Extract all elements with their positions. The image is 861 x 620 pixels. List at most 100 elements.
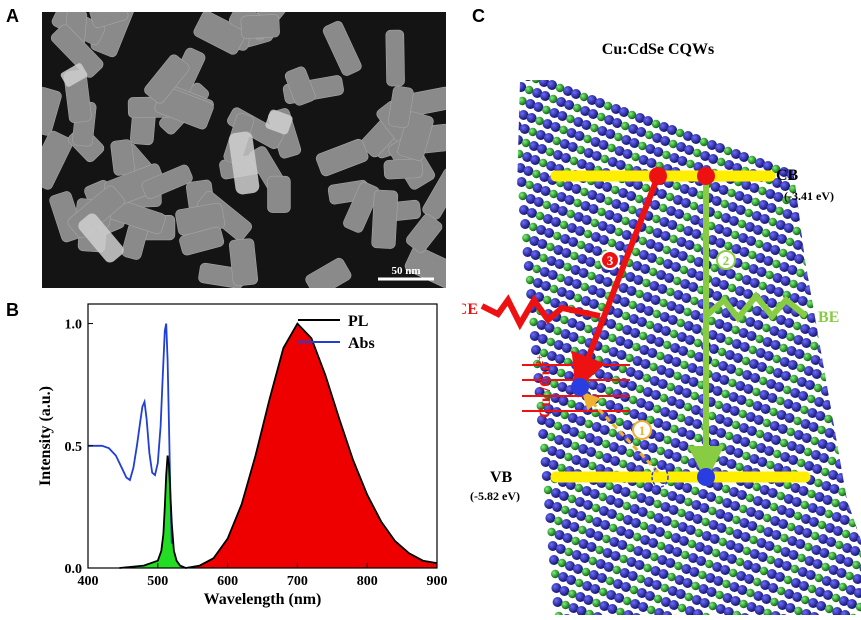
lattice-atom-cd — [538, 334, 548, 344]
lattice-atom-se — [742, 357, 750, 365]
lattice-atom-cd — [544, 228, 554, 238]
lattice-atom-cd — [661, 421, 671, 431]
lattice-atom-se — [639, 332, 647, 340]
lattice-atom-cd — [778, 424, 788, 434]
lattice-atom-se — [832, 594, 840, 602]
lattice-atom-cd — [552, 502, 562, 512]
lattice-atom-cd — [843, 462, 853, 472]
lattice-atom-cd — [784, 318, 794, 328]
lattice-atom-se — [568, 495, 576, 503]
lattice-atom-se — [546, 148, 554, 156]
lattice-atom-se — [599, 588, 607, 596]
lattice-atom-se — [629, 396, 637, 404]
lattice-atom-cd — [777, 234, 787, 244]
lattice-atom-se — [793, 227, 801, 235]
lattice-atom-se — [561, 506, 569, 514]
lattice-atom-se — [602, 535, 610, 543]
lattice-atom-se — [660, 489, 668, 497]
lattice-atom-cd — [740, 342, 750, 352]
lattice-atom-se — [616, 608, 624, 615]
lattice-atom-cd — [580, 553, 590, 563]
lattice-atom-cd — [760, 214, 770, 224]
lattice-atom-cd — [722, 227, 732, 237]
lattice-atom-se — [801, 596, 809, 604]
lattice-atom-cd — [645, 496, 655, 506]
lattice-atom-se — [717, 158, 725, 166]
lattice-atom-se — [557, 464, 565, 472]
lattice-atom-se — [722, 580, 730, 588]
lattice-atom-cd — [582, 215, 592, 225]
lattice-atom-cd — [508, 79, 518, 89]
lattice-atom-cd — [678, 346, 688, 356]
lattice-atom-se — [725, 432, 733, 440]
lattice-atom-se — [759, 377, 767, 385]
lattice-atom-se — [681, 551, 689, 559]
lattice-atom-cd — [817, 344, 827, 354]
lattice-atom-cd — [612, 118, 622, 128]
lattice-atom-cd — [771, 530, 781, 540]
lattice-atom-se — [789, 280, 797, 288]
lattice-atom-cd — [816, 601, 826, 611]
lattice-atom-se — [801, 501, 809, 509]
lattice-atom-se — [578, 431, 586, 439]
lattice-atom-se — [557, 369, 565, 377]
lattice-atom-se — [519, 192, 527, 200]
lattice-atom-cd — [730, 406, 740, 416]
lattice-atom-se — [670, 425, 678, 433]
lattice-atom-cd — [811, 179, 821, 189]
lattice-atom-cd — [595, 193, 605, 203]
lattice-atom-se — [567, 210, 575, 218]
lattice-atom-se — [814, 479, 822, 487]
lattice-atom-se — [657, 542, 665, 550]
lattice-atom-se — [835, 446, 843, 454]
lattice-atom-se — [628, 111, 636, 119]
lattice-atom-se — [616, 513, 624, 521]
lattice-atom-cd — [850, 451, 860, 461]
lattice-atom-cd — [555, 449, 565, 459]
lattice-atom-se — [608, 239, 616, 247]
lattice-atom-se — [638, 142, 646, 150]
lattice-atom-cd — [839, 420, 849, 430]
lattice-atom-cd — [811, 274, 821, 284]
lattice-atom-se — [695, 529, 703, 537]
lattice-atom-se — [564, 453, 572, 461]
lattice-atom-se — [684, 498, 692, 506]
lattice-atom-se — [604, 102, 612, 110]
lattice-atom-se — [578, 526, 586, 534]
lattice-atom-se — [776, 397, 784, 405]
lattice-atom-se — [663, 436, 671, 444]
lattice-atom-cd — [509, 93, 519, 103]
crystal-lattice — [508, 66, 861, 615]
lattice-atom-cd — [672, 452, 682, 462]
lattice-atom-cd — [623, 339, 633, 349]
lattice-atom-cd — [619, 202, 629, 212]
lattice-atom-se — [700, 138, 708, 146]
lattice-atom-cd — [727, 554, 737, 564]
lattice-atom-cd — [715, 143, 725, 153]
lattice-atom-cd — [630, 328, 640, 338]
lattice-atom-se — [604, 197, 612, 205]
lattice-atom-cd — [824, 238, 834, 248]
lattice-atom-cd — [617, 445, 627, 455]
lattice-atom-se — [565, 548, 573, 556]
lattice-atom-se — [611, 186, 619, 194]
lattice-atom-se — [708, 507, 716, 515]
lattice-atom-se — [637, 575, 645, 583]
lattice-atom-cd — [802, 433, 812, 443]
lattice-atom-se — [660, 394, 668, 402]
lattice-atom-se — [570, 252, 578, 260]
lattice-atom-cd — [531, 345, 541, 355]
lattice-atom-se — [533, 265, 541, 273]
lattice-atom-se — [553, 232, 561, 240]
lattice-atom-se — [739, 600, 747, 608]
lattice-atom-cd — [683, 578, 693, 588]
lattice-atom-se — [621, 217, 629, 225]
lattice-atom-cd — [597, 573, 607, 583]
lattice-atom-cd — [583, 500, 593, 510]
lattice-atom-se — [745, 209, 753, 217]
lattice-atom-cd — [623, 610, 633, 615]
lattice-atom-cd — [545, 323, 555, 333]
lattice-atom-se — [855, 413, 861, 421]
lattice-atom-se — [613, 566, 621, 574]
lattice-atom-cd — [817, 249, 827, 259]
